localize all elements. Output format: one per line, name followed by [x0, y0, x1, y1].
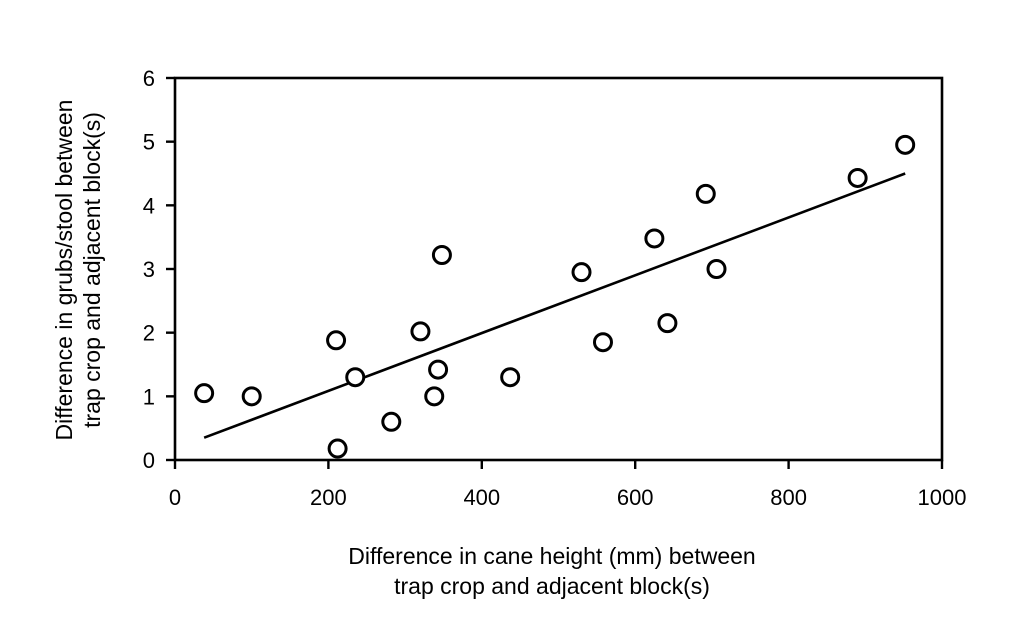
x-axis-ticks: 0 200 400 600 800 1000 [169, 460, 967, 510]
data-point [428, 359, 449, 380]
data-point [410, 321, 431, 342]
data-point [847, 167, 868, 188]
data-points [194, 134, 916, 459]
data-point [706, 259, 727, 279]
x-axis-title: Difference in cane height (mm) between t… [348, 543, 755, 599]
x-axis-title-line-2: trap crop and adjacent block(s) [394, 573, 710, 599]
data-point [326, 330, 347, 351]
y-axis-title-line-2: trap crop and adjacent block(s) [79, 112, 105, 428]
data-point [381, 411, 402, 432]
x-axis-title-line-1: Difference in cane height (mm) between [348, 543, 755, 569]
data-point [241, 386, 262, 407]
x-tick-label: 600 [617, 485, 654, 510]
y-tick-label: 5 [143, 130, 155, 155]
y-axis-title: Difference in grubs/stool between trap c… [51, 100, 105, 441]
x-tick-label: 1000 [918, 485, 967, 510]
data-point [695, 183, 716, 204]
y-axis-title-line-1: Difference in grubs/stool between [51, 100, 77, 441]
y-tick-label: 6 [143, 66, 155, 91]
x-tick-label: 200 [310, 485, 347, 510]
plot-frame [173, 76, 944, 462]
data-point [657, 313, 678, 334]
trend-line [203, 172, 906, 439]
data-point [345, 367, 366, 388]
data-point [327, 438, 348, 459]
data-point [431, 244, 452, 265]
data-point [500, 367, 521, 388]
data-point [571, 262, 592, 283]
y-tick-label: 2 [143, 321, 155, 346]
y-axis-ticks: 0 1 2 3 4 5 6 [143, 66, 175, 473]
data-point [895, 134, 916, 155]
data-point [194, 383, 215, 404]
x-tick-label: 400 [463, 485, 500, 510]
data-point [592, 332, 613, 353]
x-tick-label: 0 [169, 485, 181, 510]
y-tick-label: 1 [143, 384, 155, 409]
x-tick-label: 800 [770, 485, 807, 510]
data-point [424, 386, 445, 407]
y-tick-label: 4 [143, 193, 155, 218]
y-tick-label: 0 [143, 448, 155, 473]
data-point [644, 228, 665, 249]
y-tick-label: 3 [143, 257, 155, 282]
